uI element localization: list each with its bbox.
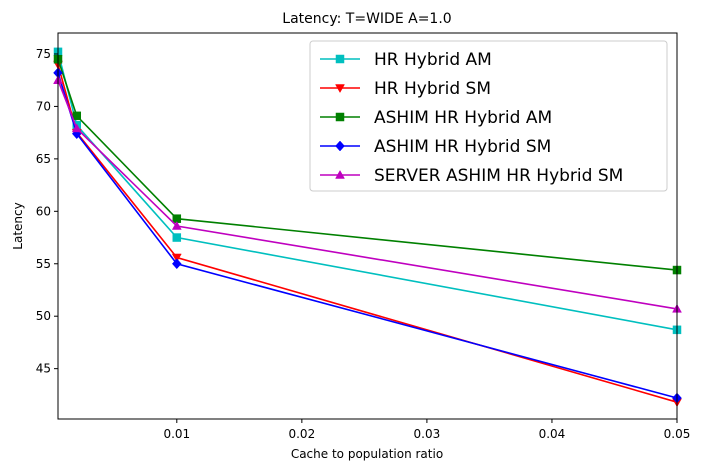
y-tick-label: 55 xyxy=(36,257,51,271)
x-tick-label: 0.02 xyxy=(288,427,315,441)
y-axis-label: Latency xyxy=(11,202,25,249)
legend-label: HR Hybrid AM xyxy=(374,50,492,70)
x-tick-label: 0.05 xyxy=(664,427,691,441)
y-axis-ticks: 45 50 55 60 65 70 75 xyxy=(36,47,58,376)
series-5 xyxy=(53,75,682,313)
plot-area-frame xyxy=(57,32,678,420)
legend-label: HR Hybrid SM xyxy=(374,79,491,99)
x-tick-label: 0.04 xyxy=(539,427,566,441)
legend-marker xyxy=(335,112,345,122)
data-point xyxy=(171,258,182,270)
x-tick-label: 0.03 xyxy=(414,427,441,441)
data-point xyxy=(71,123,82,133)
legend-item: HR Hybrid AM xyxy=(320,50,492,70)
legend: HR Hybrid AM HR Hybrid SM ASHIM HR Hybrid … xyxy=(309,40,668,192)
legend-marker xyxy=(335,54,345,64)
data-point xyxy=(172,233,182,242)
legend-label: ASHIM HR Hybrid AM xyxy=(374,108,552,128)
x-axis-ticks: 0.01 0.02 0.03 0.04 0.05 xyxy=(163,419,690,441)
series-line xyxy=(57,79,678,310)
x-axis-label: Cache to population ratio xyxy=(291,447,443,461)
legend-marker xyxy=(335,169,345,179)
y-tick-label: 75 xyxy=(36,47,51,61)
y-tick-label: 65 xyxy=(36,152,51,166)
y-tick-label: 50 xyxy=(36,309,51,323)
legend-item: ASHIM HR Hybrid SM xyxy=(320,137,551,157)
data-point xyxy=(171,220,182,230)
legend-marker xyxy=(335,84,345,94)
legend-box xyxy=(309,40,668,192)
legend-item: ASHIM HR Hybrid AM xyxy=(320,108,552,128)
legend-marker xyxy=(335,140,345,152)
y-tick-label: 70 xyxy=(36,99,51,113)
series-line xyxy=(57,58,678,271)
y-tick-label: 45 xyxy=(36,362,51,376)
y-tick-label: 60 xyxy=(36,204,51,218)
series-line xyxy=(57,64,678,403)
chart-title: Latency: T=WIDE A=1.0 xyxy=(282,11,451,27)
legend-label: SERVER ASHIM HR Hybrid SM xyxy=(374,166,623,186)
legend-label: ASHIM HR Hybrid SM xyxy=(374,137,551,157)
data-point xyxy=(171,253,182,263)
x-tick-label: 0.01 xyxy=(163,427,190,441)
data-point xyxy=(72,111,82,121)
legend-item: SERVER ASHIM HR Hybrid SM xyxy=(320,166,623,186)
legend-item: HR Hybrid SM xyxy=(320,79,491,99)
